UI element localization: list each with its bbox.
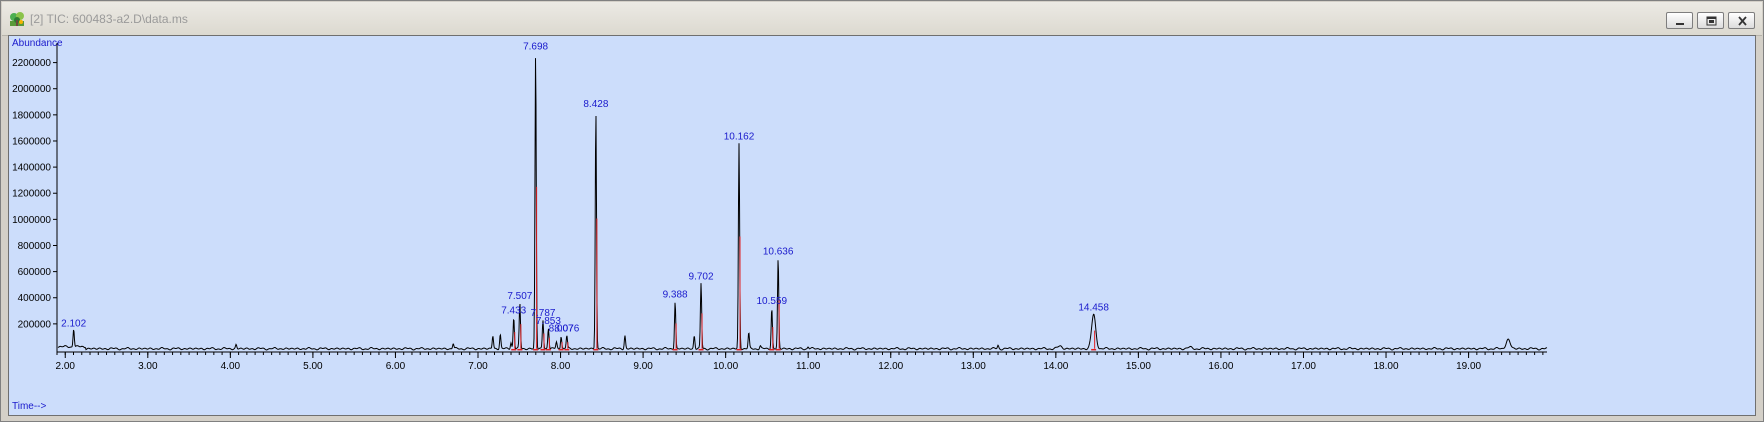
peak-label[interactable]: 7.853 [536, 316, 561, 327]
restore-icon [1706, 16, 1717, 26]
y-tick-label: 1600000 [12, 136, 51, 147]
x-tick-label: 4.00 [221, 361, 241, 372]
x-tick-label: 8.00 [551, 361, 571, 372]
peak-label-layer: 2.102 7.433 7.507 7.698 7.7877.8538.0078.076… [61, 41, 1109, 334]
peak-label[interactable]: 2.102 [61, 318, 86, 329]
x-tick-label: 14.00 [1043, 361, 1068, 372]
y-tick-label: 1000000 [12, 215, 51, 226]
title-bar[interactable]: [2] TIC: 600483-a2.D\data.ms [2, 2, 1762, 36]
y-tick-label: 2000000 [12, 84, 51, 95]
x-tick-label: 10.00 [713, 361, 738, 372]
y-tick-label: 600000 [18, 267, 52, 278]
y-tick-label: 1800000 [12, 110, 51, 121]
peak-label[interactable]: 14.458 [1078, 303, 1109, 314]
peak-label[interactable]: 10.559 [756, 296, 787, 307]
y-tick-label: 800000 [18, 241, 52, 252]
x-tick-label: 2.00 [56, 361, 76, 372]
y-tick-label: 200000 [18, 319, 52, 330]
chemstation-tree-icon [10, 12, 24, 26]
peak-label[interactable]: 7.698 [523, 41, 548, 52]
peak-label[interactable]: 10.162 [724, 132, 755, 143]
trace-layer [57, 58, 1548, 351]
peak-label[interactable]: 8.007 [549, 324, 574, 335]
y-tick-label: 1400000 [12, 163, 51, 174]
tic-trace [57, 58, 1548, 351]
x-tick-label: 6.00 [386, 361, 406, 372]
close-button[interactable] [1728, 12, 1755, 29]
peak-label[interactable]: 8.428 [583, 99, 608, 110]
x-tick-label: 19.00 [1456, 361, 1481, 372]
x-tick-label: 16.00 [1208, 361, 1233, 372]
x-axis-label: Time--> [12, 401, 47, 412]
peak-label[interactable]: 7.507 [507, 291, 532, 302]
x-tick-label: 13.00 [961, 361, 986, 372]
y-tick-label: 2200000 [12, 58, 51, 69]
y-axis-label: Abundance [12, 38, 63, 49]
x-tick-label: 11.00 [796, 361, 821, 372]
x-tick-label: 3.00 [138, 361, 158, 372]
x-tick-label: 17.00 [1291, 361, 1316, 372]
peak-label[interactable]: 10.636 [763, 247, 794, 258]
x-tick-label: 7.00 [468, 361, 488, 372]
y-tick-label: 1200000 [12, 189, 51, 200]
x-tick-label: 12.00 [878, 361, 903, 372]
window-title: [2] TIC: 600483-a2.D\data.ms [30, 12, 188, 26]
minimize-button[interactable] [1666, 12, 1693, 29]
close-icon [1738, 16, 1747, 26]
peak-label[interactable]: 8.076 [554, 324, 579, 335]
chromatogram-chart: Abundance Time--> 200000 400000 600000 8000… [12, 38, 1548, 412]
peak-label[interactable]: 7.787 [530, 308, 555, 319]
x-tick-label: 15.00 [1126, 361, 1151, 372]
x-tick-label: 5.00 [303, 361, 323, 372]
peak-label[interactable]: 7.433 [501, 305, 526, 316]
restore-button[interactable] [1697, 12, 1724, 29]
chromatogram-plot[interactable]: Abundance Time--> 200000 400000 600000 8000… [8, 35, 1756, 416]
peak-label[interactable]: 9.702 [689, 271, 714, 282]
y-tick-label: 400000 [18, 293, 52, 304]
x-tick-label: 18.00 [1374, 361, 1399, 372]
minimize-icon [1676, 23, 1684, 25]
peak-label[interactable]: 9.388 [663, 290, 688, 301]
x-tick-label: 9.00 [633, 361, 653, 372]
axes: 200000 400000 600000 800000 1000000 1200000 14… [12, 43, 1547, 372]
